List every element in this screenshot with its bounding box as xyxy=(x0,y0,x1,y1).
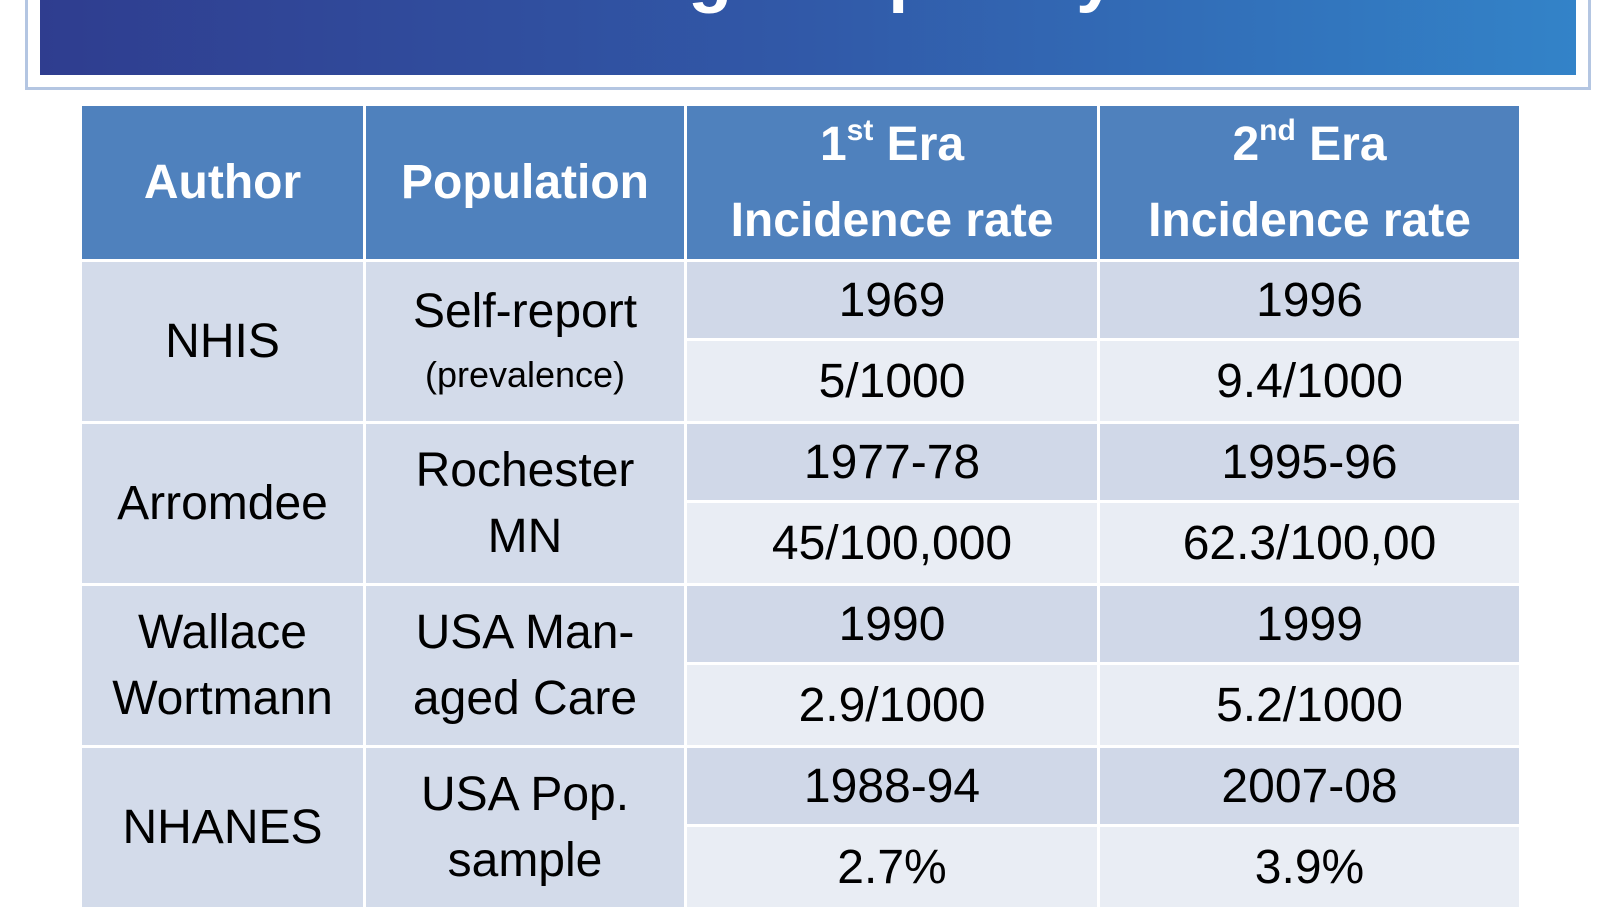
population-line: USA Man- xyxy=(415,605,635,659)
year-row: NHANES USA Pop. sample 1988-94 2007-08 xyxy=(79,745,1522,910)
first-era-year: 1990 xyxy=(684,583,1100,665)
author-cell: Wallace Wortmann xyxy=(79,583,366,748)
population-line: Self-report xyxy=(412,284,638,338)
first-era-year: 1988-94 xyxy=(684,745,1100,827)
author-cell: NHANES xyxy=(79,745,366,910)
year-row: Arromdee Rochester MN 1977-78 1995-96 xyxy=(79,421,1522,586)
year-row: Wallace Wortmann USA Man-aged Care 1990 1999 xyxy=(79,583,1522,748)
header-cell: 1st Era Incidence rate xyxy=(684,103,1100,262)
title: The Increasing Frequency of Gout xyxy=(40,0,1576,15)
author-line: Wallace xyxy=(138,605,307,659)
header-label: Population xyxy=(401,155,649,209)
header-line: 2nd Era xyxy=(1100,107,1519,183)
population-line: aged Care xyxy=(412,671,638,725)
first-era-rate: 2.7% xyxy=(684,824,1100,910)
author-cell: NHIS xyxy=(79,259,366,424)
rate-row: 2.7% 3.9% xyxy=(81,824,1522,910)
population-cell: USA Man-aged Care xyxy=(363,583,687,748)
first-era-year: 1977-78 xyxy=(684,421,1100,503)
title-background: The Increasing Frequency of Gout xyxy=(40,0,1576,75)
author-line: Wortmann xyxy=(112,671,333,725)
header-line: 1st Era xyxy=(687,107,1097,183)
table: Author Population 1st Era Incidence rate 2nd… xyxy=(79,103,1522,910)
second-era-year: 1999 xyxy=(1097,583,1522,665)
second-era-rate: 9.4/1000 xyxy=(1097,338,1522,424)
header-label: Era xyxy=(1309,117,1387,171)
population-line: Rochester xyxy=(415,443,635,497)
header-suffix: nd xyxy=(1259,113,1296,147)
second-era-rate: 5.2/1000 xyxy=(1097,662,1522,748)
population-cell: Self-report (prevalence) xyxy=(363,259,687,424)
year-row: NHIS Self-report (prevalence) 1969 1996 xyxy=(79,259,1522,424)
second-era-rate: 62.3/100,00 xyxy=(1097,500,1522,586)
population-line: (prevalence) xyxy=(424,353,626,395)
header-row: Author Population 1st Era Incidence rate 2nd… xyxy=(79,103,1522,262)
header-ordinal: 1 xyxy=(819,117,847,171)
header-label: Era xyxy=(886,117,965,171)
table-body: NHIS Self-report (prevalence) 1969 1996 5/100… xyxy=(79,259,1522,910)
population-line: MN xyxy=(487,509,563,563)
second-era-year: 1995-96 xyxy=(1097,421,1522,503)
header-subtitle: Incidence rate xyxy=(1148,193,1471,247)
author-line: NHANES xyxy=(122,800,323,854)
author-line: Arromdee xyxy=(117,476,328,530)
header-subtitle: Incidence rate xyxy=(730,193,1054,247)
header-cell: 2nd Era Incidence rate xyxy=(1097,103,1522,262)
second-era-rate: 3.9% xyxy=(1097,824,1522,910)
rate-row: 5/1000 9.4/1000 xyxy=(81,338,1522,424)
population-cell: Rochester MN xyxy=(363,421,687,586)
population-line: USA Pop. xyxy=(420,767,630,821)
first-era-rate: 5/1000 xyxy=(684,338,1100,424)
header-ordinal: 2 xyxy=(1232,117,1260,171)
header-cell: Author xyxy=(79,103,366,262)
header-cell: Population xyxy=(363,103,687,262)
second-era-year: 1996 xyxy=(1097,259,1522,341)
second-era-year: 2007-08 xyxy=(1097,745,1522,827)
author-cell: Arromdee xyxy=(79,421,366,586)
rate-row: 45/100,000 62.3/100,00 xyxy=(81,500,1522,586)
first-era-rate: 2.9/1000 xyxy=(684,662,1100,748)
first-era-year: 1969 xyxy=(684,259,1100,341)
title-bar: The Increasing Frequency of Gout xyxy=(25,0,1591,90)
header-suffix: st xyxy=(846,113,874,147)
first-era-rate: 45/100,000 xyxy=(684,500,1100,586)
population-cell: USA Pop. sample xyxy=(363,745,687,910)
author-line: NHIS xyxy=(165,314,280,368)
population-line: sample xyxy=(447,833,603,887)
rate-row: 2.9/1000 5.2/1000 xyxy=(81,662,1522,748)
header-label: Author xyxy=(143,155,302,209)
